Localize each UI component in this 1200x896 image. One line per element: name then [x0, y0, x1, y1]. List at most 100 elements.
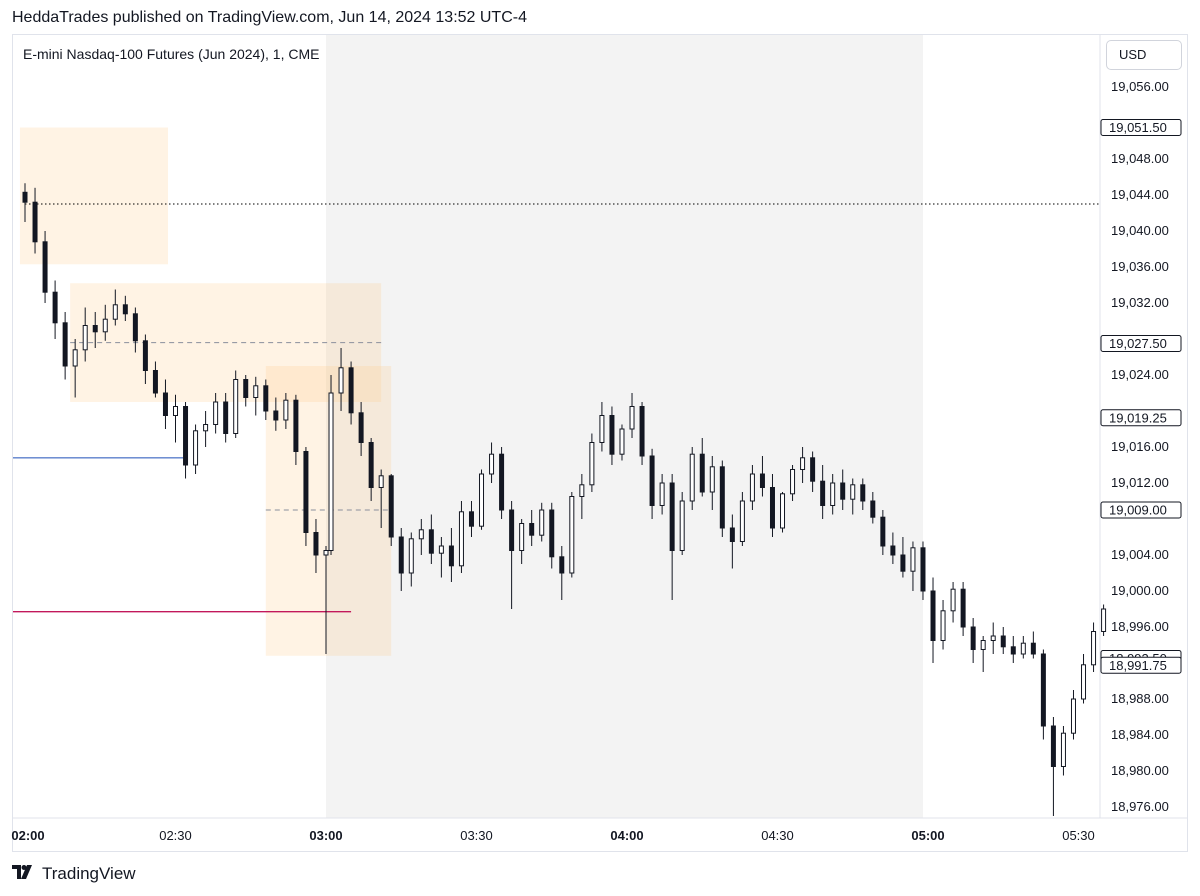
y-tick-label: 19,012.00 — [1111, 475, 1169, 490]
symbol-title[interactable]: E-mini Nasdaq-100 Futures (Jun 2024), 1,… — [23, 46, 320, 62]
candle-body — [1101, 608, 1107, 632]
x-tick-label: 05:30 — [1062, 828, 1095, 843]
candle-body — [880, 516, 886, 547]
candle-body — [629, 406, 635, 430]
candle-body — [970, 626, 976, 650]
candle-body — [509, 509, 515, 551]
candle-body — [940, 610, 946, 641]
candle-body — [448, 545, 454, 567]
candle-body — [253, 385, 259, 398]
candle-body — [92, 325, 98, 333]
candle-body — [162, 392, 168, 416]
price-label: 19,009.00 — [1109, 503, 1167, 518]
candle-body — [850, 484, 856, 500]
candle-body — [890, 545, 896, 556]
price-label-box — [1100, 335, 1182, 352]
chart-frame[interactable] — [12, 34, 1188, 852]
candle-body — [619, 428, 625, 455]
candle-body — [1040, 653, 1046, 727]
y-tick-label: 18,976.00 — [1111, 799, 1169, 814]
candle-body — [950, 588, 956, 612]
y-tick-label: 18,988.00 — [1111, 691, 1169, 706]
candle-body — [960, 588, 966, 628]
candle-body — [273, 410, 279, 421]
candle-body — [358, 412, 364, 443]
x-tick-label: 04:00 — [610, 828, 643, 843]
candle-body — [830, 482, 836, 506]
candle-body — [193, 430, 199, 466]
candle-body — [920, 547, 926, 592]
currency-button[interactable]: USD — [1106, 40, 1182, 70]
y-tick-label: 19,024.00 — [1111, 367, 1169, 382]
y-tick-label: 19,016.00 — [1111, 439, 1169, 454]
candle-body — [1081, 664, 1087, 700]
x-tick-label: 03:30 — [460, 828, 493, 843]
candle-body — [183, 406, 189, 466]
candle-body — [52, 291, 58, 324]
publisher-line: HeddaTrades published on TradingView.com… — [12, 9, 527, 26]
tradingview-wordmark: TradingView — [42, 864, 136, 883]
candle-body — [32, 201, 38, 243]
candle-body — [223, 401, 229, 434]
candle-body — [780, 493, 786, 529]
candle-body — [990, 635, 996, 641]
candle-body — [1010, 646, 1016, 655]
x-tick-label: 02:00 — [11, 828, 44, 843]
candle-body — [759, 473, 765, 488]
candle-body — [313, 532, 319, 556]
candle-body — [1060, 732, 1066, 768]
y-tick-label: 19,040.00 — [1111, 223, 1169, 238]
candle-body — [980, 640, 986, 650]
candle-body — [689, 453, 695, 502]
candle-body — [42, 241, 48, 293]
zone-1 — [19, 127, 168, 265]
candle-body — [233, 379, 239, 434]
candle-body — [142, 340, 148, 371]
candle-body — [323, 550, 329, 556]
candle-body — [213, 401, 219, 425]
candle-body — [739, 500, 745, 542]
price-label: 19,027.50 — [1109, 336, 1167, 351]
candle-body — [529, 523, 535, 536]
candle-body — [499, 453, 505, 511]
candle-body — [810, 457, 816, 482]
footer-brand[interactable]: TradingView — [12, 864, 136, 884]
candle-body — [468, 511, 474, 527]
price-label-box — [1100, 119, 1182, 136]
candle-body — [152, 370, 158, 394]
candle-body — [900, 554, 906, 572]
candle-body — [910, 547, 916, 572]
candle-body — [388, 475, 394, 538]
x-tick-label: 03:00 — [309, 828, 342, 843]
candle-body — [699, 453, 705, 493]
price-label-box — [1100, 409, 1182, 427]
candle-body — [293, 399, 299, 453]
y-tick-label: 19,044.00 — [1111, 187, 1169, 202]
y-tick-label: 19,056.00 — [1111, 79, 1169, 94]
candle-body — [1020, 642, 1026, 655]
candle-body — [579, 484, 585, 497]
candle-body — [840, 482, 846, 500]
price-label: 19,019.25 — [1109, 410, 1167, 425]
candle-body — [398, 536, 404, 574]
y-tick-label: 19,048.00 — [1111, 151, 1169, 166]
candle-body — [659, 482, 665, 506]
candle-body — [679, 500, 685, 551]
price-label-box — [1100, 656, 1182, 674]
candle-body — [418, 529, 424, 540]
candle-body — [303, 451, 309, 533]
y-tick-label: 18,984.00 — [1111, 727, 1169, 742]
candle-body — [539, 509, 545, 536]
candle-body — [1070, 698, 1076, 734]
candle-body — [203, 424, 209, 432]
candle-body — [519, 523, 525, 551]
candle-body — [338, 367, 344, 394]
candle-body — [800, 457, 806, 470]
candle-body — [348, 367, 354, 414]
candle-body — [368, 442, 374, 488]
candle-body — [122, 304, 128, 315]
y-tick-label: 19,036.00 — [1111, 259, 1169, 274]
candle-body — [102, 318, 108, 333]
candle-body — [709, 466, 715, 493]
